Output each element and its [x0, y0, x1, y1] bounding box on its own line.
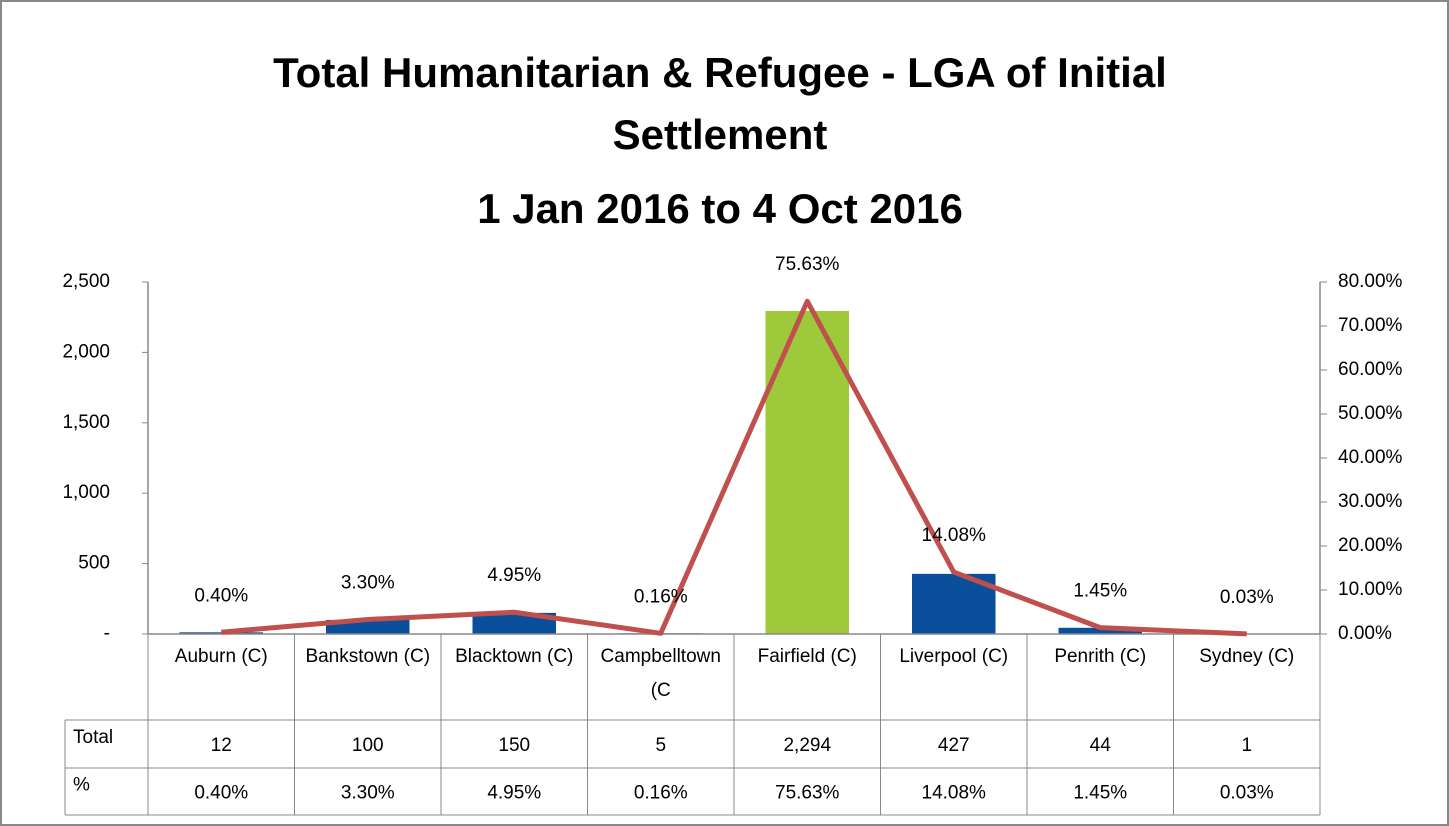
y-tick-label: 500 [78, 553, 110, 574]
x-tick-label: Liverpool (C) [899, 646, 1009, 667]
table-cell: 150 [498, 735, 530, 756]
table-cell: 0.16% [634, 783, 688, 804]
table-cell: 44 [1090, 735, 1112, 756]
y2-tick-label: 50.00% [1338, 403, 1403, 424]
y2-tick-label: 10.00% [1338, 579, 1403, 600]
table-cell: 4.95% [487, 783, 541, 804]
y-tick-label: 2,500 [62, 271, 110, 292]
y2-tick-label: 60.00% [1338, 359, 1403, 380]
data-label: 0.16% [634, 586, 688, 607]
category-cell: Liverpool (C) [899, 646, 1009, 667]
data-label: 1.45% [1073, 581, 1127, 602]
line [221, 298, 1247, 637]
category-cell: Penrith (C) [1054, 646, 1147, 667]
y2-tick-label: 70.00% [1338, 315, 1403, 336]
x-tick-label: Fairfield (C) [757, 646, 857, 667]
y2-tick-label: 0.00% [1338, 623, 1392, 644]
chart-subtitle: 1 Jan 2016 to 4 Oct 2016 [477, 185, 963, 232]
x-tick-label: Blacktown (C) [455, 646, 574, 667]
table-row-header: % [73, 775, 90, 796]
x-tick-label: Auburn (C) [174, 646, 268, 667]
x-tick-label: Campbelltown (C [600, 646, 721, 701]
table-cell: 0.40% [194, 783, 248, 804]
table-cell: 0.03% [1220, 783, 1274, 804]
data-label: 75.63% [775, 254, 840, 275]
chart-title: Total Humanitarian & Refugee - LGA of In… [273, 49, 1167, 158]
y2-tick-label: 30.00% [1338, 491, 1403, 512]
category-cell: Bankstown (C) [305, 646, 431, 667]
category-cell: Blacktown (C) [455, 646, 574, 667]
table-cell: 1.45% [1073, 783, 1127, 804]
data-label: 3.30% [341, 572, 395, 593]
data-label: 0.03% [1220, 587, 1274, 608]
y2-tick-label: 80.00% [1338, 271, 1403, 292]
category-cell: Campbelltown (C [600, 646, 721, 701]
table-cell: 1 [1241, 735, 1252, 756]
x-tick-label: Sydney (C) [1199, 646, 1295, 667]
x-tick-label: Penrith (C) [1054, 646, 1147, 667]
category-cell: Sydney (C) [1199, 646, 1295, 667]
y-tick-label: 2,000 [62, 341, 110, 362]
data-label: 4.95% [487, 565, 541, 586]
bar [1058, 627, 1143, 634]
category-cell: Fairfield (C) [757, 646, 857, 667]
table-cell: 14.08% [922, 783, 987, 804]
table-row-header: Total [73, 727, 113, 748]
y2-tick-label: 20.00% [1338, 535, 1403, 556]
y2-tick-label: 40.00% [1338, 447, 1403, 468]
table-cell: 3.30% [341, 783, 395, 804]
table-cell: 2,294 [783, 735, 831, 756]
table-cell: 12 [211, 735, 232, 756]
data-label: 0.40% [194, 585, 248, 606]
y-tick-label: 1,500 [62, 412, 110, 433]
y-tick-label: 1,000 [62, 482, 110, 503]
y-tick-label: - [104, 623, 110, 644]
table-cell: 5 [655, 735, 666, 756]
bar [472, 612, 557, 634]
category-cell: Auburn (C) [174, 646, 268, 667]
bar [179, 632, 264, 634]
table-cell: 100 [352, 735, 384, 756]
data-label: 14.08% [922, 525, 987, 546]
x-tick-label: Bankstown (C) [305, 646, 431, 667]
table-cell: 75.63% [775, 783, 840, 804]
table-cell: 427 [938, 735, 970, 756]
